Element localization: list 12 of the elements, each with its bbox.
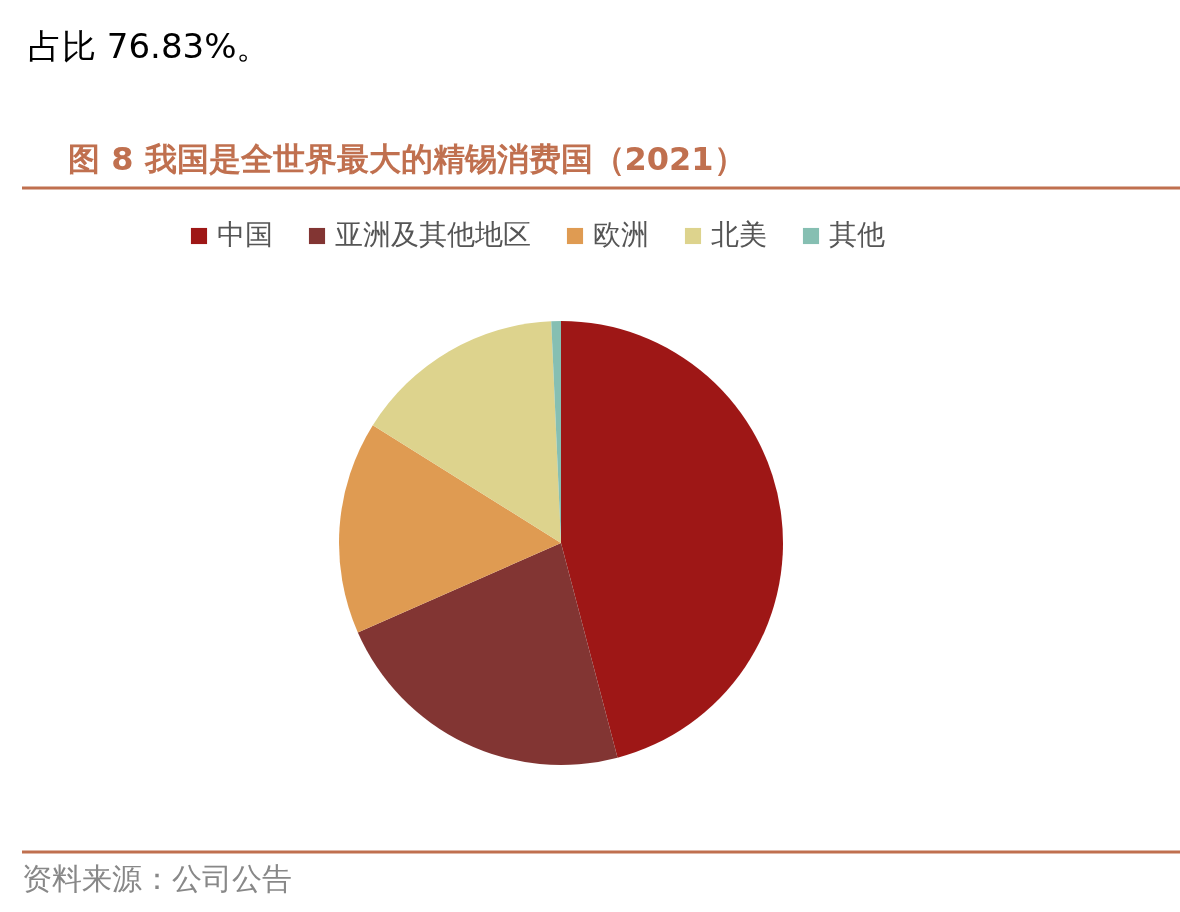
- pie-slice: [357, 543, 618, 765]
- pie-slice: [561, 321, 783, 758]
- legend-label: 中国: [217, 218, 273, 251]
- legend-label: 欧洲: [593, 218, 649, 251]
- text: 占比 76.83%。: [28, 26, 271, 66]
- text: 资料来源：公司公告: [22, 861, 292, 896]
- chart-title: 图 8 我国是全世界最大的精锡消费国（2021）: [68, 140, 746, 178]
- legend-label: 其他: [829, 218, 885, 251]
- pie-slice: [372, 321, 561, 543]
- pie-slice: [339, 425, 561, 633]
- legend-label: 北美: [711, 218, 767, 251]
- legend-label: 亚洲及其他地区: [335, 218, 531, 251]
